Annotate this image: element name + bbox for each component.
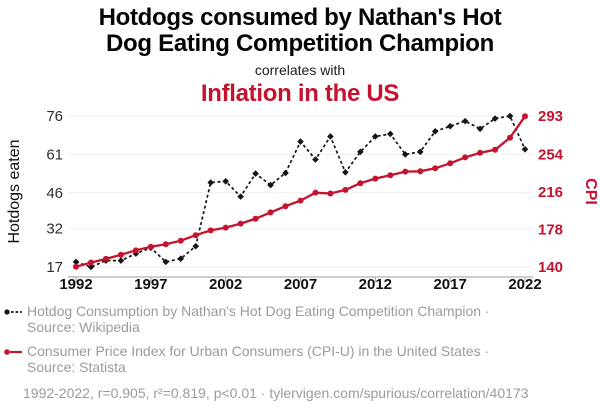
legend-label-cpi: Consumer Price Index for Urban Consumers…: [27, 343, 490, 375]
svg-text:1992: 1992: [59, 276, 92, 293]
svg-text:CPI: CPI: [582, 178, 599, 205]
legend-cpi-line1: Consumer Price Index for Urban Consumers…: [27, 343, 490, 359]
correlates-with-label: correlates with: [254, 62, 346, 78]
svg-text:61: 61: [46, 146, 63, 163]
legend-hotdogs-line1: Hotdog Consumption by Nathan's Hot Dog E…: [27, 303, 490, 319]
svg-text:178: 178: [538, 221, 563, 238]
stats-footer: 1992-2022, r=0.905, r²=0.819, p<0.01 · t…: [23, 385, 529, 401]
legend-hotdogs-line2: Source: Wikipedia: [27, 318, 140, 335]
legend-label-hotdogs: Hotdog Consumption by Nathan's Hot Dog E…: [27, 303, 490, 335]
svg-text:17: 17: [46, 259, 63, 276]
svg-text:46: 46: [46, 185, 63, 202]
svg-text:2022: 2022: [508, 276, 541, 293]
chart-legend: Hotdog Consumption by Nathan's Hot Dog E…: [4, 303, 592, 401]
correlated-variable-title: Inflation in the US: [200, 80, 400, 107]
svg-text:2002: 2002: [209, 276, 242, 293]
svg-text:1997: 1997: [134, 276, 167, 293]
svg-text:Hotdogs eaten: Hotdogs eaten: [6, 139, 23, 243]
cpi-series-swatch-icon: [4, 349, 22, 355]
svg-text:76: 76: [46, 108, 63, 125]
svg-text:2017: 2017: [433, 276, 466, 293]
title-line-2: Dog Eating Competition Champion: [105, 30, 494, 57]
title-line-1: Hotdogs consumed by Nathan's Hot: [98, 4, 502, 31]
legend-item-cpi: Consumer Price Index for Urban Consumers…: [4, 343, 592, 375]
legend-cpi-line2: Source: Statista: [27, 358, 126, 375]
legend-item-hotdogs: Hotdog Consumption by Nathan's Hot Dog E…: [4, 303, 592, 335]
page-title: Hotdogs consumed by Nathan's Hot Dog Eat…: [0, 5, 600, 57]
svg-text:254: 254: [538, 146, 564, 163]
svg-text:216: 216: [538, 184, 563, 201]
svg-text:140: 140: [538, 259, 563, 276]
svg-text:293: 293: [538, 108, 563, 125]
svg-text:32: 32: [46, 221, 63, 238]
svg-text:2012: 2012: [359, 276, 392, 293]
correlation-chart: 17 32 46 61 76 140 178 216 254 293 1992 1997 2002 200…: [6, 108, 599, 293]
svg-text:2007: 2007: [284, 276, 317, 293]
hotdog-series-swatch-icon: [4, 309, 22, 315]
chart-header: Hotdogs consumed by Nathan's Hot Dog Eat…: [0, 5, 600, 107]
